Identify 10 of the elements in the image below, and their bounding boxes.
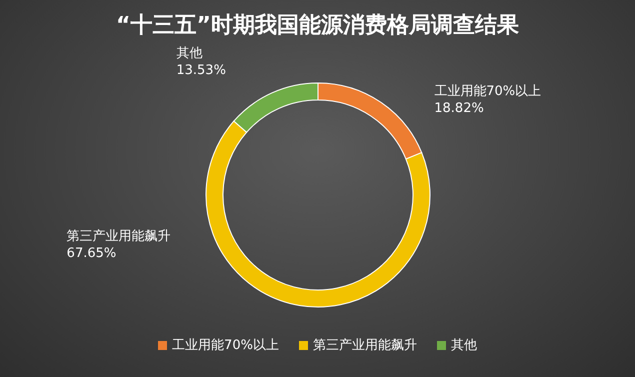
slice-label: 第三产业用能飙升 bbox=[66, 228, 172, 246]
legend-label: 其他 bbox=[450, 337, 477, 354]
chart-title: “十三五”时期我国能源消费格局调查结果 bbox=[115, 12, 520, 40]
data-label: 13.53% bbox=[176, 62, 227, 79]
data-label: 67.65% bbox=[66, 245, 118, 262]
slice-label: 工业用能70%以上 bbox=[434, 83, 542, 100]
legend-label: 工业用能70%以上 bbox=[171, 337, 279, 354]
slice-label: 其他 bbox=[176, 45, 204, 62]
legend-label: 第三产业用能飙升 bbox=[312, 337, 417, 354]
data-label: 18.82% bbox=[434, 100, 485, 118]
